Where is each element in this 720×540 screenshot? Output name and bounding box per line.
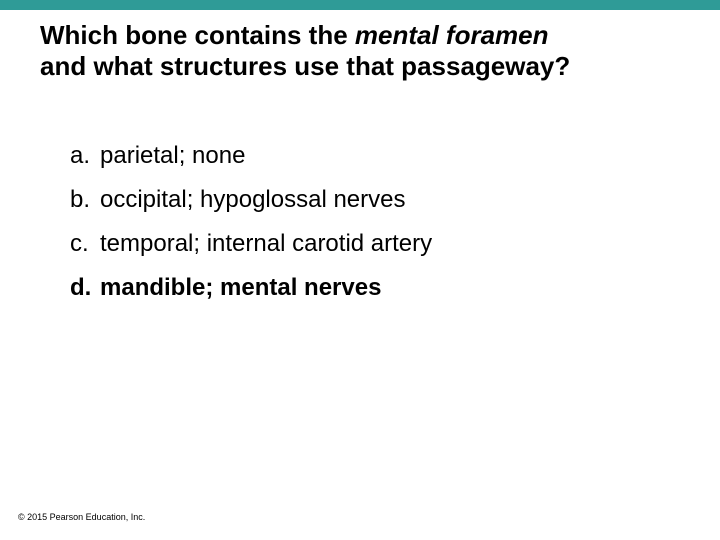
question-line1-b: mental foramen [355, 20, 549, 50]
answers-block: a.parietal; noneb.occipital; hypoglossal… [0, 92, 720, 302]
answer-letter: b. [70, 186, 100, 214]
answer-text: parietal; none [100, 142, 245, 170]
answer-row: b.occipital; hypoglossal nerves [70, 186, 660, 214]
answer-row: c.temporal; internal carotid artery [70, 230, 660, 258]
copyright-text: © 2015 Pearson Education, Inc. [18, 512, 145, 522]
slide: Which bone contains the mental foramen a… [0, 0, 720, 540]
question-line2: and what structures use that passageway? [40, 51, 570, 81]
answer-text: occipital; hypoglossal nerves [100, 186, 406, 214]
answer-text: temporal; internal carotid artery [100, 230, 432, 258]
answer-letter: d. [70, 274, 100, 302]
question-line1-a: Which bone contains the [40, 20, 355, 50]
answer-text: mandible; mental nerves [100, 274, 381, 302]
answer-row: a.parietal; none [70, 142, 660, 170]
answer-letter: c. [70, 230, 100, 258]
question-block: Which bone contains the mental foramen a… [0, 10, 720, 92]
answer-letter: a. [70, 142, 100, 170]
top-accent-bar [0, 0, 720, 10]
answer-row: d.mandible; mental nerves [70, 274, 660, 302]
